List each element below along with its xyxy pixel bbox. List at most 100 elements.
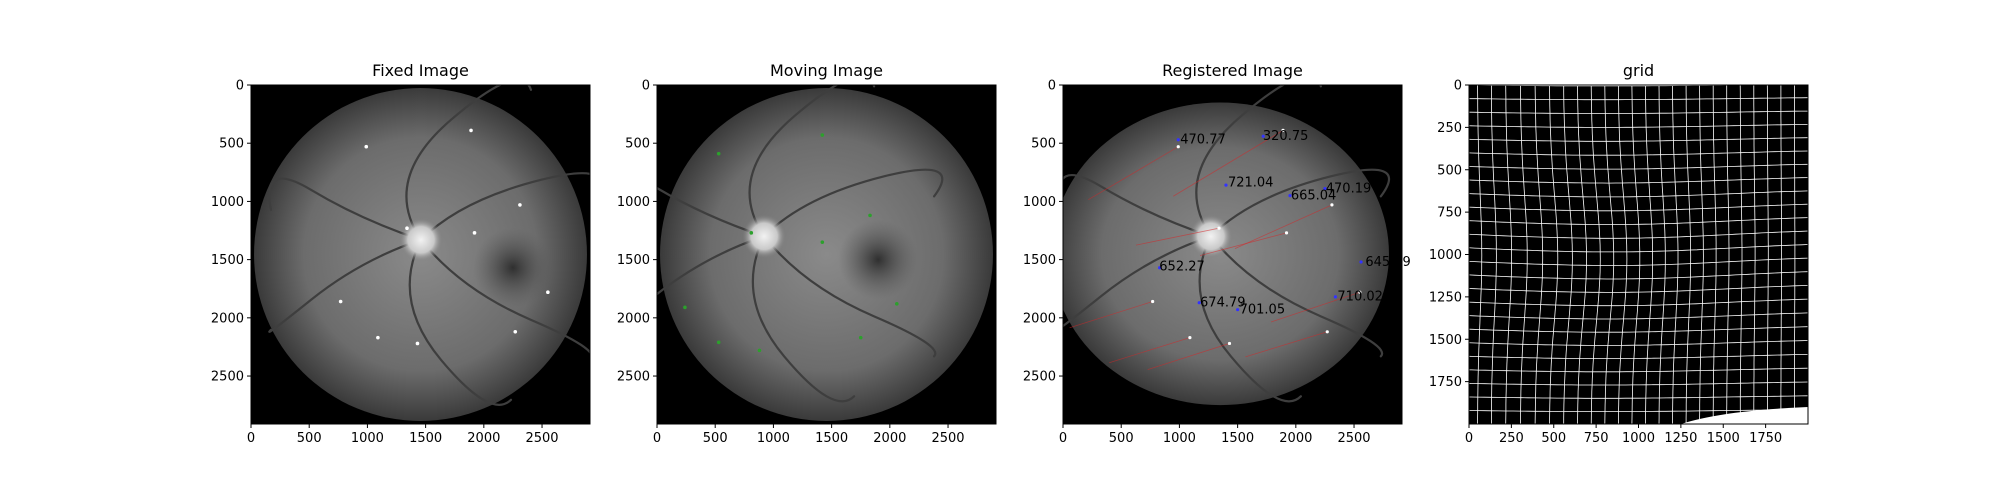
- grid-line-v: [1577, 85, 1587, 424]
- grid-line-h: [1469, 124, 1808, 128]
- vessel: [763, 235, 937, 358]
- warped-point: [1224, 183, 1228, 187]
- grid-line-h: [1469, 298, 1808, 307]
- x-tick-label: 1250: [1664, 431, 1697, 446]
- x-tick-label: 0: [1059, 431, 1067, 446]
- grid-line-h: [1469, 217, 1808, 225]
- y-tick-label: 1250: [1429, 290, 1462, 305]
- fixed-point: [1325, 330, 1329, 334]
- x-tick-label: 750: [1584, 431, 1609, 446]
- y-tick-label: 1500: [617, 253, 650, 268]
- optic-disc: [398, 217, 443, 262]
- match-line: [1147, 343, 1230, 371]
- y-tick-label: 1000: [211, 195, 244, 210]
- x-tick-label: 1500: [1221, 431, 1254, 446]
- warped-point: [1197, 301, 1201, 305]
- warped-point: [1323, 187, 1327, 191]
- x-tick-label: 0: [653, 431, 661, 446]
- grid-line-v: [1563, 85, 1573, 424]
- y-tick-label: 0: [236, 79, 244, 94]
- optic-disc: [742, 214, 787, 259]
- y-tick-label: 2000: [617, 311, 650, 326]
- warped-point: [1176, 138, 1180, 142]
- warped-point: [1236, 308, 1240, 312]
- y-tick-label: 0: [642, 79, 650, 94]
- warped-point: [1288, 193, 1292, 198]
- grid-line-h: [1469, 85, 1775, 87]
- x-tick-label: 500: [297, 431, 322, 446]
- vessel: [657, 235, 766, 296]
- y-tick-label: 0: [1048, 79, 1056, 94]
- keypoint: [415, 341, 420, 346]
- grid-line-h: [1469, 150, 1808, 156]
- grid-line-h: [1469, 137, 1808, 142]
- fixed-point: [1151, 299, 1155, 304]
- y-tick-label: 500: [1031, 137, 1056, 152]
- keypoint: [469, 128, 473, 133]
- vessel: [748, 85, 876, 238]
- grid-wedge: [1680, 407, 1808, 424]
- panel-grid: grid 0 250 500 750 1000 1250 1500 1750 0 250 500 75…: [1429, 61, 1809, 446]
- vessel: [1209, 168, 1391, 238]
- match-line: [1199, 232, 1287, 256]
- vessel: [408, 238, 513, 406]
- optic-disc: [1188, 214, 1233, 259]
- vessel: [419, 238, 590, 361]
- y-tick-label: 1000: [1023, 195, 1056, 210]
- y-tick-label: 1500: [1023, 253, 1056, 268]
- y-tick-label: 2000: [1023, 311, 1056, 326]
- keypoint: [757, 348, 762, 353]
- x-tick-label: 2500: [525, 431, 558, 446]
- grid-line-h: [1469, 409, 1808, 412]
- panel-fixed-image: Fixed Image 0 500 1000 1500 2000 2500 0 500 1000…: [211, 61, 591, 446]
- grid-line-v: [1739, 85, 1743, 424]
- x-tick-label: 500: [1541, 431, 1566, 446]
- x-tick-label: 2000: [873, 431, 906, 446]
- x-tick-label: 500: [703, 431, 728, 446]
- y-tick-label: 1500: [1429, 333, 1462, 348]
- warped-point: [1158, 266, 1162, 270]
- vessel: [405, 85, 533, 241]
- distance-label: 320.75: [1263, 129, 1309, 144]
- fixed-point: [1281, 128, 1285, 133]
- y-tick-label: 2500: [211, 370, 244, 385]
- grid-line-v: [1712, 85, 1717, 424]
- grid-line-h: [1469, 230, 1808, 239]
- grid-line-v: [1520, 85, 1528, 424]
- keypoint: [868, 213, 872, 218]
- grid-line-v: [1780, 85, 1782, 424]
- grid-line-v: [1491, 85, 1497, 424]
- panel-title: Moving Image: [770, 61, 883, 80]
- y-tick-label: 750: [1437, 206, 1462, 221]
- panel-moving-image: Moving Image 0 500 1000 1500 2000 2500 0 500 100…: [617, 61, 997, 446]
- grid-background: [1469, 85, 1808, 424]
- keypoint: [858, 335, 863, 340]
- axes-frame: [656, 84, 997, 425]
- y-tick-label: 500: [625, 137, 650, 152]
- grid-line-v: [1672, 85, 1679, 424]
- grid-line-v: [1645, 85, 1653, 424]
- grid-line-h: [1469, 271, 1808, 280]
- y-tick-label: 500: [219, 137, 244, 152]
- match-line: [1234, 204, 1333, 249]
- vessel: [268, 238, 423, 333]
- y-tick-label: 1750: [1429, 375, 1462, 390]
- y-tick-label: 1500: [211, 253, 244, 268]
- vessel: [1063, 235, 1212, 328]
- keypoint: [546, 290, 550, 295]
- y-tick-label: 2500: [617, 370, 650, 385]
- grid-line-v: [1505, 85, 1512, 424]
- y-tick-label: 2500: [1023, 370, 1056, 385]
- match-line: [1069, 301, 1153, 329]
- fovea: [838, 219, 919, 300]
- distance-label: 645.99: [1365, 255, 1411, 270]
- warped-point: [1261, 134, 1265, 138]
- grid-line-h: [1469, 203, 1808, 212]
- match-line: [1245, 331, 1328, 358]
- grid-line-h: [1469, 110, 1808, 114]
- x-tick-label: 1000: [351, 431, 384, 446]
- grid-line-v: [1549, 85, 1559, 424]
- vessel: [763, 168, 944, 238]
- match-line: [1088, 146, 1179, 201]
- x-tick-label: 2500: [931, 431, 964, 446]
